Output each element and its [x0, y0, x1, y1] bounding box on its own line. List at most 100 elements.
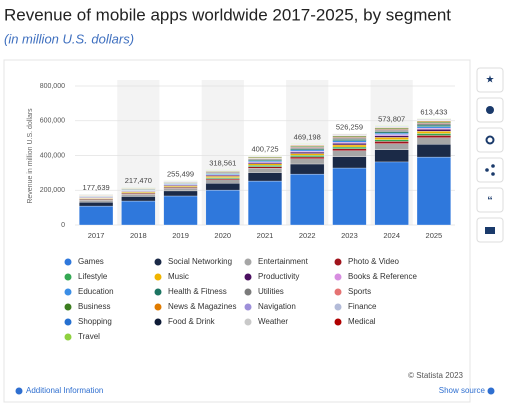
legend-label: Books & Reference — [348, 272, 417, 281]
x-tick-label: 2021 — [257, 231, 274, 240]
legend-label: Food & Drink — [168, 317, 216, 326]
bar-segment — [333, 149, 367, 151]
bar-segment — [333, 151, 367, 157]
bar-segment — [121, 201, 155, 225]
legend-swatch — [65, 319, 72, 326]
share-icon — [485, 168, 489, 172]
bar-segment — [290, 174, 324, 225]
bar-segment — [333, 145, 367, 147]
bar-segment — [206, 183, 240, 190]
legend-label: Sports — [348, 287, 371, 296]
y-axis-label: Revenue in million U.S. dollars — [27, 108, 34, 204]
bar-segment — [248, 167, 282, 169]
bar-segment — [375, 162, 409, 225]
bar-segment — [290, 147, 324, 148]
bar-segment — [375, 140, 409, 142]
bar-segment — [375, 130, 409, 131]
bar-segment — [290, 164, 324, 174]
legend-swatch — [65, 259, 72, 266]
bar-segment — [79, 200, 113, 202]
share-icon — [491, 172, 495, 176]
chart-title: Revenue of mobile apps worldwide 2017-20… — [4, 5, 451, 24]
bar-segment — [333, 136, 367, 137]
bar-segment — [333, 168, 367, 225]
legend-label: Games — [78, 257, 104, 266]
legend-label: Entertainment — [258, 257, 309, 266]
total-label: 217,470 — [125, 176, 152, 185]
bar-segment — [333, 138, 367, 139]
bar-segment — [375, 136, 409, 138]
bar-segment — [206, 180, 240, 183]
legend-label: Health & Fitness — [168, 287, 227, 296]
share-button[interactable] — [477, 158, 503, 182]
bar-segment — [417, 157, 451, 225]
bar-segment — [248, 163, 282, 164]
bar-segment — [248, 165, 282, 166]
bar-segment — [417, 125, 451, 127]
legend-swatch — [155, 289, 162, 296]
bar-segment — [333, 139, 367, 140]
bar-segment — [206, 175, 240, 176]
bar-segment — [79, 202, 113, 206]
total-label: 573,807 — [378, 114, 405, 123]
total-label: 400,725 — [251, 144, 278, 153]
additional-info-link[interactable]: Additional Information — [26, 386, 103, 395]
bar-segment — [417, 127, 451, 129]
bar-segment — [206, 190, 240, 225]
bar-segment — [375, 134, 409, 135]
bar-segment — [248, 173, 282, 181]
bar-segment — [375, 137, 409, 139]
bar-segment — [375, 150, 409, 162]
bar-segment — [248, 164, 282, 166]
legend-swatch — [335, 274, 342, 281]
chart-subtitle: (in million U.S. dollars) — [4, 31, 134, 46]
bar-segment — [417, 129, 451, 131]
bar-segment — [417, 122, 451, 123]
y-tick-label: 600,000 — [40, 118, 65, 125]
total-label: 255,499 — [167, 170, 194, 179]
print-icon — [485, 227, 495, 234]
bar-segment — [417, 128, 451, 129]
bar-segment — [333, 142, 367, 143]
source-label: © Statista 2023 — [408, 371, 463, 380]
x-tick-label: 2023 — [341, 231, 358, 240]
legend-swatch — [65, 274, 72, 281]
bar-segment — [290, 157, 324, 159]
bar-segment — [375, 128, 409, 129]
bar-segment — [417, 123, 451, 125]
legend-swatch — [245, 319, 252, 326]
legend-swatch — [65, 334, 72, 341]
total-label: 318,561 — [209, 159, 236, 168]
bar-segment — [417, 144, 451, 157]
legend-swatch — [245, 289, 252, 296]
y-tick-label: 400,000 — [40, 152, 65, 159]
legend-label: News & Magazines — [168, 302, 236, 311]
bar-segment — [333, 141, 367, 142]
bar-segment — [375, 133, 409, 134]
bar-segment — [248, 160, 282, 161]
legend-label: Shopping — [78, 317, 112, 326]
show-source-link[interactable]: Show source — [439, 386, 486, 395]
x-tick-label: 2020 — [214, 231, 231, 240]
bar-segment — [164, 188, 198, 191]
total-label: 613,433 — [420, 107, 447, 116]
bar-segment — [248, 181, 282, 225]
legend-swatch — [155, 319, 162, 326]
bar-segment — [121, 194, 155, 196]
bar-segment — [375, 141, 409, 143]
bar-segment — [333, 157, 367, 168]
bar-segment — [248, 168, 282, 172]
total-label: 469,198 — [294, 132, 321, 141]
legend-swatch — [155, 259, 162, 266]
settings-button[interactable] — [477, 128, 503, 152]
x-tick-label: 2024 — [383, 231, 400, 240]
bar-segment — [375, 132, 409, 133]
bar-segment — [290, 152, 324, 154]
legend-swatch — [335, 259, 342, 266]
x-tick-label: 2025 — [426, 231, 443, 240]
legend-label: Lifestyle — [78, 272, 108, 281]
legend-label: Education — [78, 287, 114, 296]
share-icon — [491, 164, 495, 168]
bar-segment — [417, 135, 451, 137]
total-label: 177,639 — [83, 183, 110, 192]
